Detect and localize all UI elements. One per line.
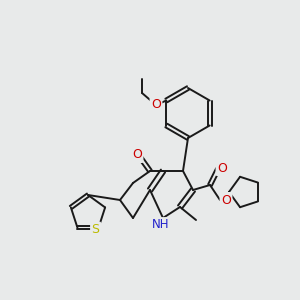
Text: S: S	[92, 223, 100, 236]
Text: NH: NH	[152, 218, 170, 232]
Text: O: O	[221, 194, 231, 206]
Text: O: O	[151, 98, 161, 112]
Text: O: O	[217, 161, 227, 175]
Text: O: O	[132, 148, 142, 161]
